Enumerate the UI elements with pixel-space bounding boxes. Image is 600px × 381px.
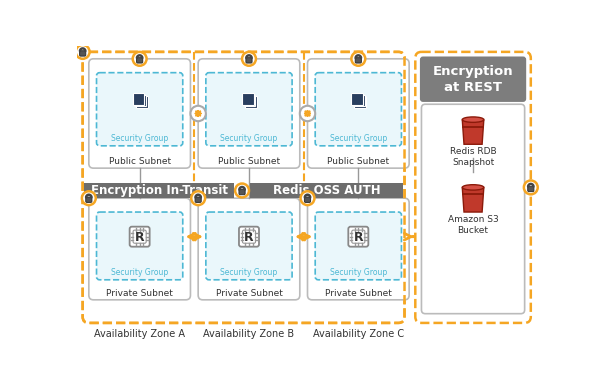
- FancyBboxPatch shape: [242, 230, 256, 243]
- Text: Security Group: Security Group: [111, 134, 168, 142]
- Ellipse shape: [462, 117, 484, 122]
- FancyBboxPatch shape: [89, 59, 190, 168]
- Circle shape: [301, 191, 314, 205]
- Circle shape: [352, 52, 365, 66]
- FancyBboxPatch shape: [315, 73, 401, 146]
- Text: Amazon S3
Bucket: Amazon S3 Bucket: [448, 215, 499, 235]
- FancyBboxPatch shape: [198, 198, 300, 300]
- Text: Security Group: Security Group: [329, 134, 387, 142]
- FancyBboxPatch shape: [355, 58, 361, 63]
- FancyBboxPatch shape: [244, 94, 256, 106]
- FancyBboxPatch shape: [198, 59, 300, 168]
- FancyBboxPatch shape: [250, 183, 403, 198]
- FancyBboxPatch shape: [242, 93, 254, 105]
- FancyBboxPatch shape: [245, 96, 257, 108]
- Text: Security Group: Security Group: [220, 134, 278, 142]
- FancyBboxPatch shape: [206, 212, 292, 280]
- Text: R: R: [135, 231, 145, 243]
- FancyBboxPatch shape: [97, 73, 183, 146]
- FancyBboxPatch shape: [415, 52, 531, 323]
- FancyBboxPatch shape: [304, 197, 311, 202]
- Text: Availability Zone A: Availability Zone A: [94, 329, 185, 339]
- FancyBboxPatch shape: [308, 198, 409, 300]
- Text: Public Subnet: Public Subnet: [327, 157, 389, 166]
- Circle shape: [191, 191, 205, 205]
- FancyBboxPatch shape: [420, 56, 526, 102]
- Text: Redis RDB
Snapshot: Redis RDB Snapshot: [450, 147, 496, 168]
- FancyBboxPatch shape: [137, 58, 143, 63]
- Text: Security Group: Security Group: [111, 267, 168, 277]
- Text: Private Subnet: Private Subnet: [325, 289, 392, 298]
- Text: R: R: [244, 231, 254, 243]
- FancyBboxPatch shape: [89, 198, 190, 300]
- FancyBboxPatch shape: [134, 94, 146, 106]
- FancyBboxPatch shape: [130, 227, 149, 247]
- Text: Encryption In-Transit: Encryption In-Transit: [91, 184, 228, 197]
- FancyBboxPatch shape: [86, 197, 92, 202]
- FancyBboxPatch shape: [97, 212, 183, 280]
- FancyBboxPatch shape: [83, 52, 404, 323]
- Text: Security Group: Security Group: [220, 267, 278, 277]
- FancyBboxPatch shape: [246, 58, 252, 63]
- Text: Public Subnet: Public Subnet: [109, 157, 171, 166]
- FancyBboxPatch shape: [528, 186, 534, 192]
- FancyBboxPatch shape: [353, 94, 365, 106]
- Text: Availability Zone C: Availability Zone C: [313, 329, 404, 339]
- FancyBboxPatch shape: [355, 96, 366, 108]
- Circle shape: [235, 184, 249, 197]
- Circle shape: [82, 191, 96, 205]
- Ellipse shape: [462, 185, 484, 190]
- Text: Availability Zone B: Availability Zone B: [203, 329, 295, 339]
- FancyBboxPatch shape: [84, 183, 235, 198]
- Text: Public Subnet: Public Subnet: [218, 157, 280, 166]
- Text: Security Group: Security Group: [329, 267, 387, 277]
- Text: Private Subnet: Private Subnet: [106, 289, 173, 298]
- FancyBboxPatch shape: [239, 227, 259, 247]
- FancyBboxPatch shape: [239, 189, 245, 195]
- FancyBboxPatch shape: [421, 104, 524, 314]
- Text: R: R: [353, 231, 363, 243]
- FancyBboxPatch shape: [352, 230, 365, 243]
- Circle shape: [190, 106, 206, 121]
- FancyBboxPatch shape: [352, 93, 363, 105]
- Text: Redis OSS AUTH: Redis OSS AUTH: [272, 184, 380, 197]
- Circle shape: [242, 52, 256, 66]
- FancyBboxPatch shape: [206, 73, 292, 146]
- FancyBboxPatch shape: [80, 51, 86, 56]
- Polygon shape: [462, 187, 484, 212]
- FancyBboxPatch shape: [133, 93, 145, 105]
- Circle shape: [133, 52, 146, 66]
- Polygon shape: [462, 120, 484, 144]
- FancyBboxPatch shape: [195, 197, 201, 202]
- Circle shape: [524, 181, 538, 194]
- FancyBboxPatch shape: [136, 96, 148, 108]
- FancyBboxPatch shape: [133, 230, 146, 243]
- FancyBboxPatch shape: [349, 227, 368, 247]
- FancyBboxPatch shape: [315, 212, 401, 280]
- Text: Encryption
at REST: Encryption at REST: [433, 65, 514, 94]
- Circle shape: [76, 45, 89, 59]
- FancyBboxPatch shape: [308, 59, 409, 168]
- Text: Private Subnet: Private Subnet: [215, 289, 283, 298]
- Circle shape: [300, 106, 315, 121]
